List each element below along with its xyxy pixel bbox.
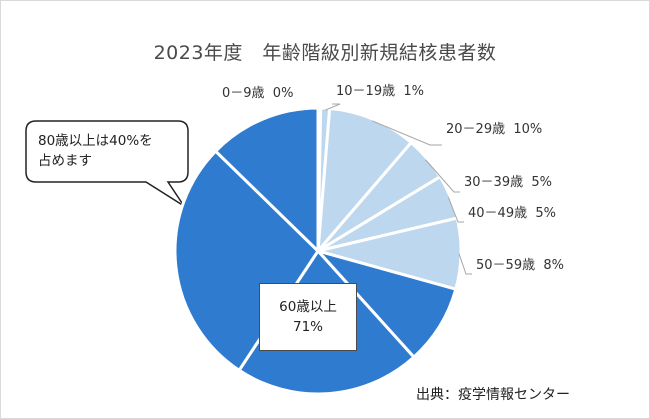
group-label-range: 60歳以上 <box>279 299 337 315</box>
group-label-percent: 71% <box>292 319 323 335</box>
source-note: 出典：疫学情報センター <box>416 387 570 403</box>
leader-line <box>372 120 442 146</box>
chart-title: 2023年度 年齢階級別新規結核患者数 <box>153 42 497 64</box>
leader-line <box>425 159 460 193</box>
pie-slice <box>213 106 320 255</box>
slice-label: 40－49歳 5% <box>468 206 556 221</box>
slice-label: 20－29歳 10% <box>446 122 542 137</box>
group-label-box: 60歳以上 71% <box>259 283 357 351</box>
callout-line-1: 80歳以上は40%を <box>38 133 153 149</box>
callout-line-2: 占めます <box>38 153 92 169</box>
slice-label: 30－39歳 5% <box>464 175 552 190</box>
pie-slices <box>173 106 463 396</box>
slice-label: 0－9歳 0% <box>222 86 293 101</box>
leader-line <box>458 253 472 275</box>
slice-label: 10－19歳 1% <box>336 84 424 99</box>
leader-line <box>447 197 464 223</box>
slice-labels: 0－9歳 0% 10－19歳 1% 20－29歳 10% 30－39歳 5% 40－49… <box>222 84 564 273</box>
callout-text: 80歳以上は40%を 占めます <box>38 131 188 171</box>
callout-bubble <box>25 120 189 207</box>
pie-slice <box>316 106 414 256</box>
leader-lines <box>324 103 472 275</box>
pie-slice <box>173 149 320 373</box>
slice-label: 50－59歳 8% <box>476 258 564 273</box>
leader-line <box>324 103 341 111</box>
callout-shape <box>25 120 189 207</box>
pie-slice <box>313 248 458 360</box>
